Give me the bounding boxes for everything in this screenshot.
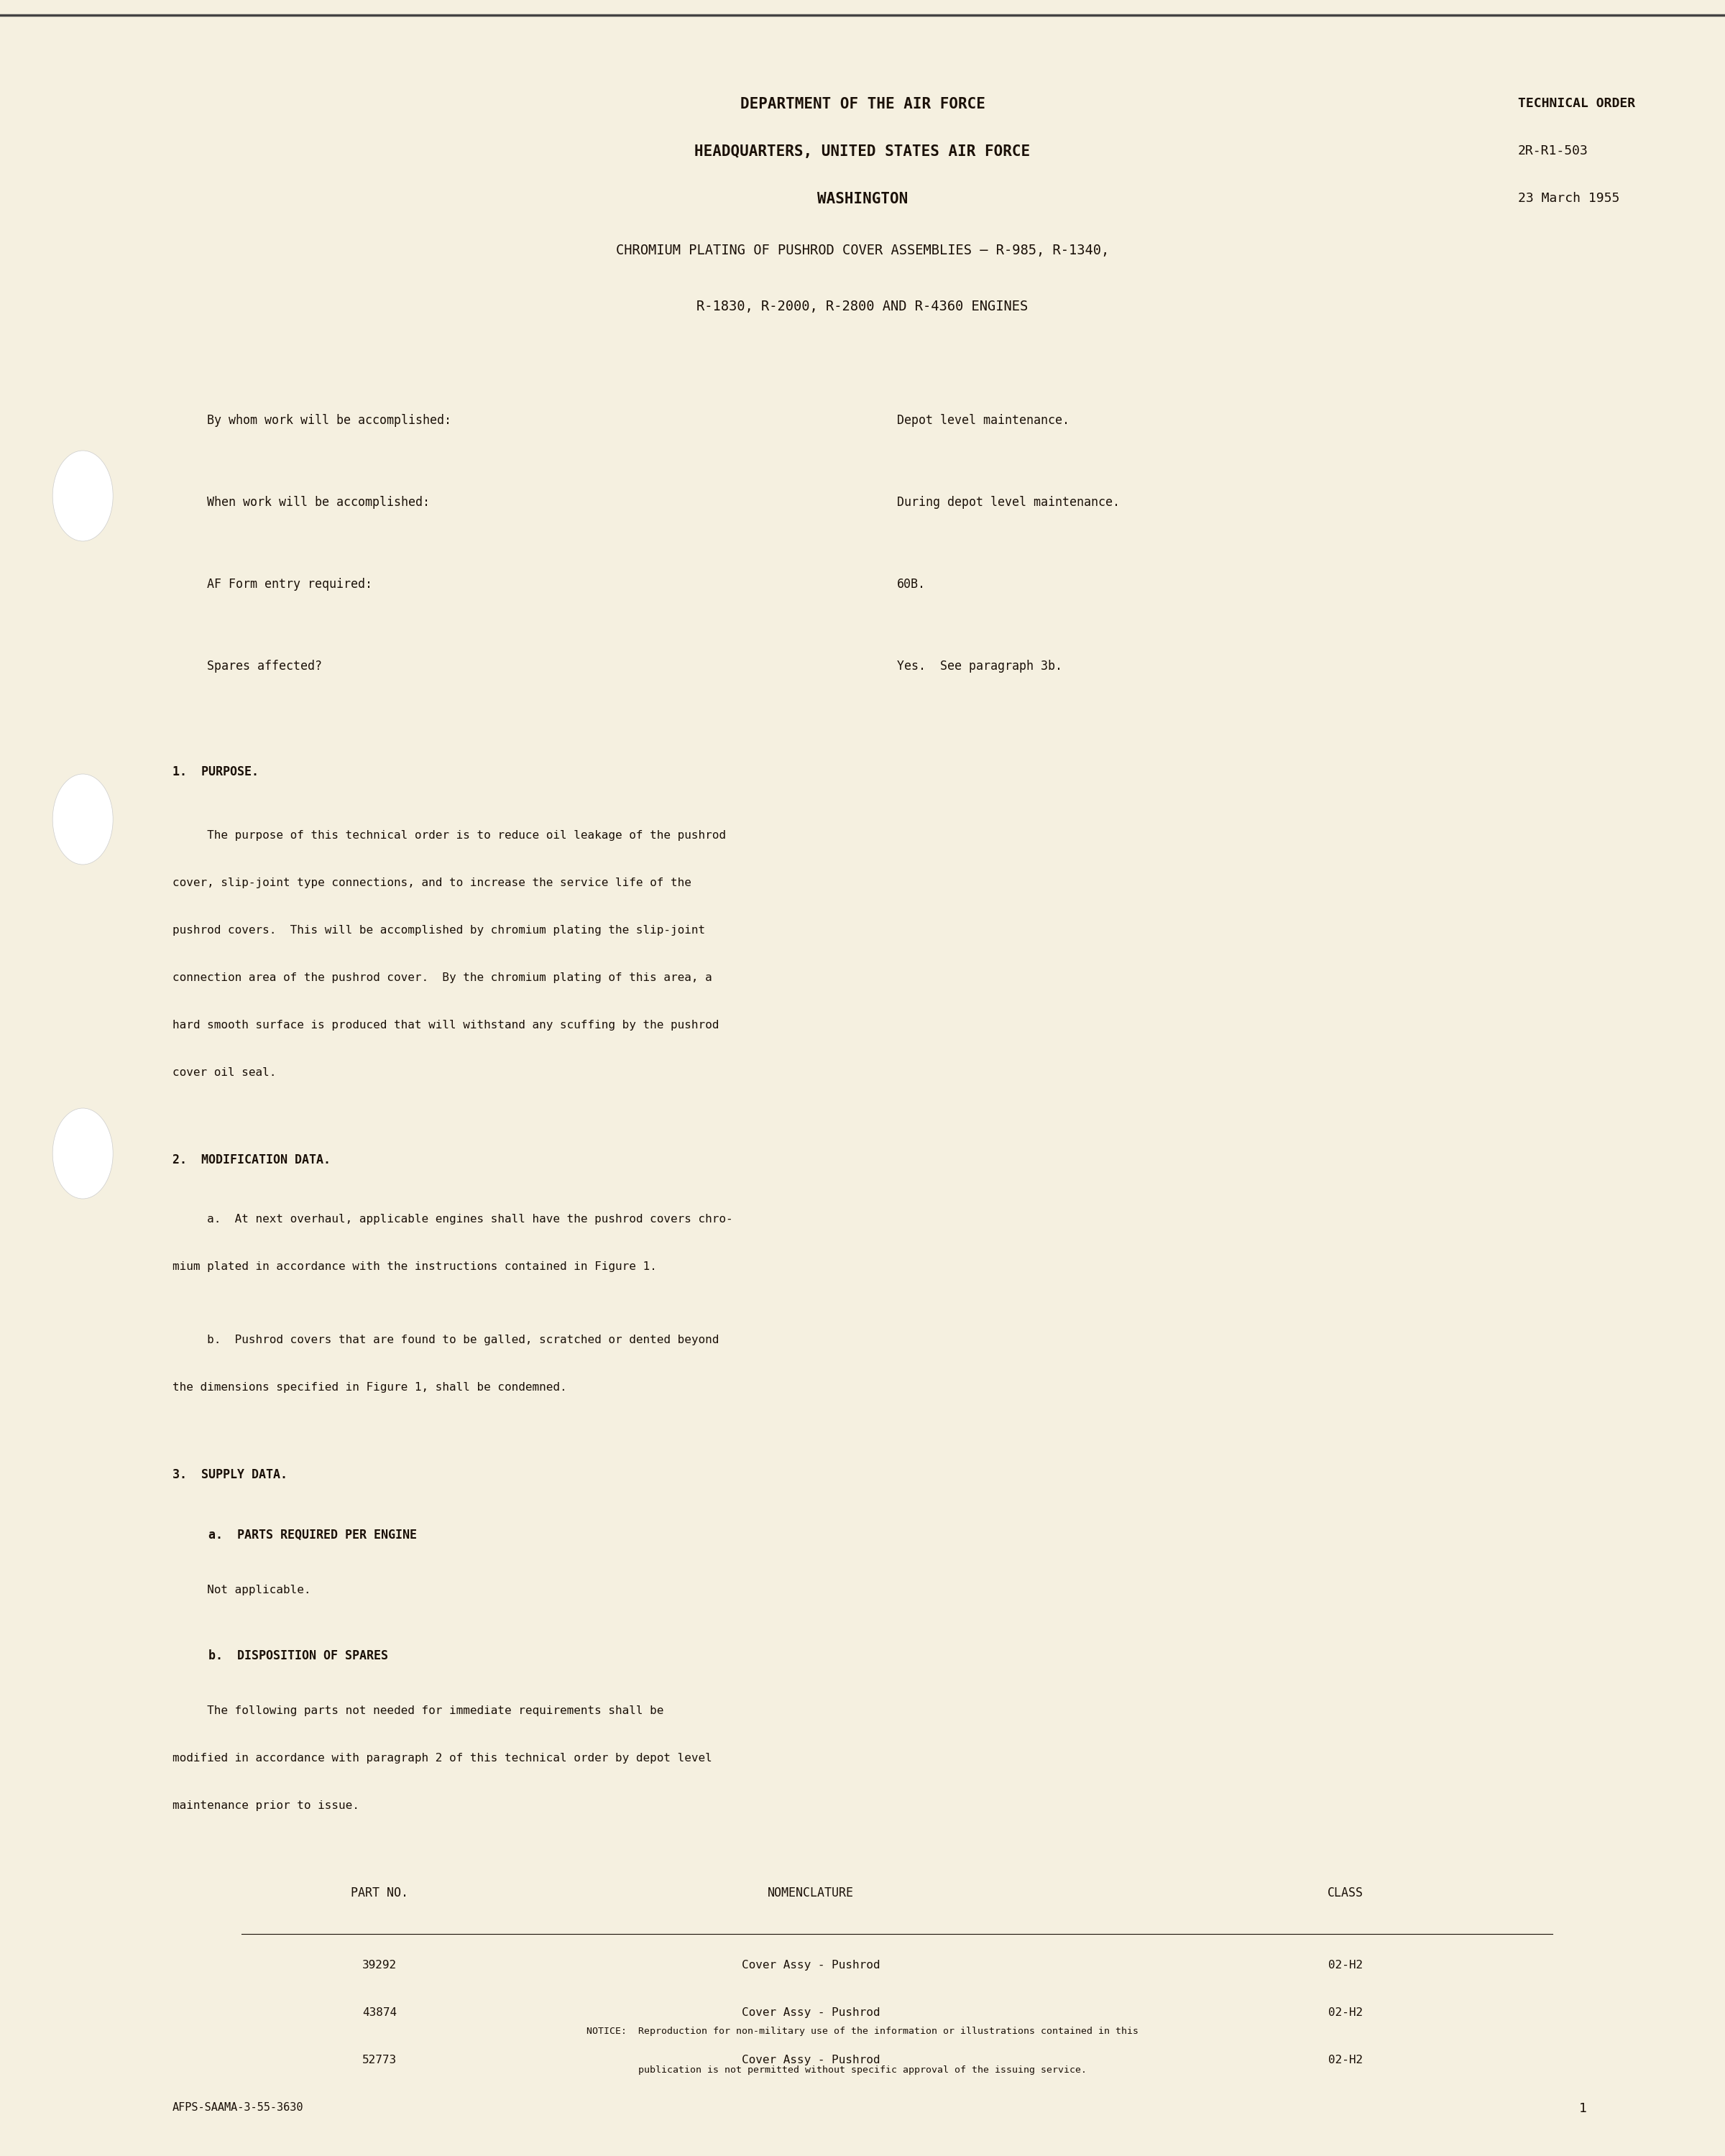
Text: CLASS: CLASS <box>1328 1886 1363 1899</box>
Text: 60B.: 60B. <box>897 578 926 591</box>
Text: cover oil seal.: cover oil seal. <box>172 1067 276 1078</box>
Text: NOMENCLATURE: NOMENCLATURE <box>768 1886 854 1899</box>
Text: CHROMIUM PLATING OF PUSHROD COVER ASSEMBLIES — R-985, R-1340,: CHROMIUM PLATING OF PUSHROD COVER ASSEMB… <box>616 244 1109 257</box>
Text: Cover Assy - Pushrod: Cover Assy - Pushrod <box>742 2055 880 2065</box>
Text: 2.  MODIFICATION DATA.: 2. MODIFICATION DATA. <box>172 1153 331 1166</box>
Text: 52773: 52773 <box>362 2055 397 2065</box>
Ellipse shape <box>52 774 114 865</box>
Text: the dimensions specified in Figure 1, shall be condemned.: the dimensions specified in Figure 1, sh… <box>172 1382 568 1393</box>
Text: 02-H2: 02-H2 <box>1328 2007 1363 2018</box>
Text: TECHNICAL ORDER: TECHNICAL ORDER <box>1518 97 1635 110</box>
Text: mium plated in accordance with the instructions contained in Figure 1.: mium plated in accordance with the instr… <box>172 1261 657 1272</box>
Text: 1.  PURPOSE.: 1. PURPOSE. <box>172 765 259 778</box>
Text: a.  PARTS REQUIRED PER ENGINE: a. PARTS REQUIRED PER ENGINE <box>172 1529 417 1542</box>
Text: b.  Pushrod covers that are found to be galled, scratched or dented beyond: b. Pushrod covers that are found to be g… <box>172 1335 719 1345</box>
Text: 39292: 39292 <box>362 1960 397 1971</box>
Text: 3.  SUPPLY DATA.: 3. SUPPLY DATA. <box>172 1468 288 1481</box>
Text: cover, slip-joint type connections, and to increase the service life of the: cover, slip-joint type connections, and … <box>172 877 692 888</box>
Text: NOTICE:  Reproduction for non-military use of the information or illustrations c: NOTICE: Reproduction for non-military us… <box>587 2027 1138 2035</box>
Text: By whom work will be accomplished:: By whom work will be accomplished: <box>207 414 452 427</box>
Text: modified in accordance with paragraph 2 of this technical order by depot level: modified in accordance with paragraph 2 … <box>172 1753 712 1764</box>
Text: 02-H2: 02-H2 <box>1328 2055 1363 2065</box>
Text: Spares affected?: Spares affected? <box>207 660 323 673</box>
Text: HEADQUARTERS, UNITED STATES AIR FORCE: HEADQUARTERS, UNITED STATES AIR FORCE <box>695 144 1030 160</box>
Text: DEPARTMENT OF THE AIR FORCE: DEPARTMENT OF THE AIR FORCE <box>740 97 985 112</box>
Text: hard smooth surface is produced that will withstand any scuffing by the pushrod: hard smooth surface is produced that wil… <box>172 1020 719 1031</box>
Text: Depot level maintenance.: Depot level maintenance. <box>897 414 1070 427</box>
Text: WASHINGTON: WASHINGTON <box>818 192 907 207</box>
Text: pushrod covers.  This will be accomplished by chromium plating the slip-joint: pushrod covers. This will be accomplishe… <box>172 925 706 936</box>
Text: a.  At next overhaul, applicable engines shall have the pushrod covers chro-: a. At next overhaul, applicable engines … <box>172 1214 733 1225</box>
Ellipse shape <box>52 1108 114 1199</box>
Text: Not applicable.: Not applicable. <box>172 1585 310 1595</box>
Text: 43874: 43874 <box>362 2007 397 2018</box>
Text: Cover Assy - Pushrod: Cover Assy - Pushrod <box>742 2007 880 2018</box>
Text: publication is not permitted without specific approval of the issuing service.: publication is not permitted without spe… <box>638 2065 1087 2074</box>
Text: The purpose of this technical order is to reduce oil leakage of the pushrod: The purpose of this technical order is t… <box>172 830 726 841</box>
Text: R-1830, R-2000, R-2800 AND R-4360 ENGINES: R-1830, R-2000, R-2800 AND R-4360 ENGINE… <box>697 300 1028 313</box>
Text: connection area of the pushrod cover.  By the chromium plating of this area, a: connection area of the pushrod cover. By… <box>172 972 712 983</box>
Text: When work will be accomplished:: When work will be accomplished: <box>207 496 430 509</box>
Text: PART NO.: PART NO. <box>350 1886 409 1899</box>
Text: Cover Assy - Pushrod: Cover Assy - Pushrod <box>742 1960 880 1971</box>
Text: The following parts not needed for immediate requirements shall be: The following parts not needed for immed… <box>172 1705 664 1716</box>
Text: 1: 1 <box>1578 2102 1587 2115</box>
Text: 2R-R1-503: 2R-R1-503 <box>1518 144 1589 157</box>
Text: b.  DISPOSITION OF SPARES: b. DISPOSITION OF SPARES <box>172 1649 388 1662</box>
Text: 23 March 1955: 23 March 1955 <box>1518 192 1620 205</box>
Text: During depot level maintenance.: During depot level maintenance. <box>897 496 1120 509</box>
Text: maintenance prior to issue.: maintenance prior to issue. <box>172 1800 359 1811</box>
Text: AF Form entry required:: AF Form entry required: <box>207 578 373 591</box>
Text: Yes.  See paragraph 3b.: Yes. See paragraph 3b. <box>897 660 1063 673</box>
Text: 02-H2: 02-H2 <box>1328 1960 1363 1971</box>
Text: AFPS-SAAMA-3-55-3630: AFPS-SAAMA-3-55-3630 <box>172 2102 304 2113</box>
Ellipse shape <box>52 451 114 541</box>
